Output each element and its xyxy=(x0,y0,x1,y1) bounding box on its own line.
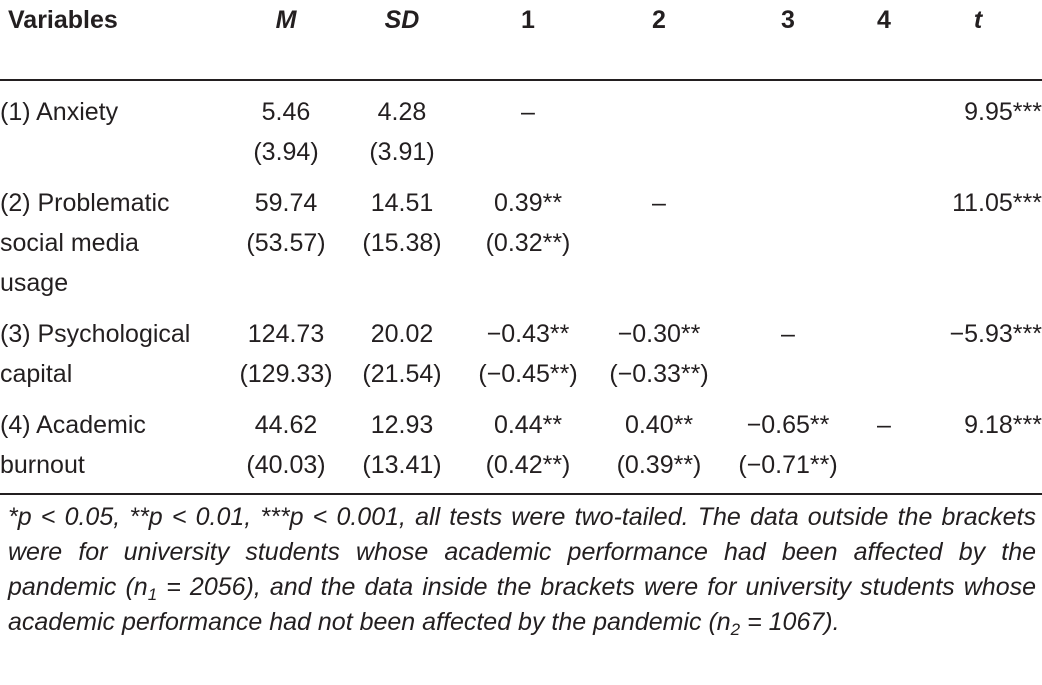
cell-line: 5.46 xyxy=(261,98,311,126)
row-t-cell: −5.93*** xyxy=(914,303,1042,394)
row-corr-1-cell: 0.44** (0.42**) xyxy=(460,394,596,494)
row-corr-3-cell xyxy=(722,80,854,172)
cell-line: (0.39**) xyxy=(616,451,702,479)
cell-line: (40.03) xyxy=(246,451,326,479)
row-corr-1-cell: 0.39** (0.32**) xyxy=(460,172,596,303)
row-sd-cell: 20.02 (21.54) xyxy=(344,303,460,394)
header-variables: Variables xyxy=(0,0,228,81)
cell-line: −0.65** xyxy=(746,411,830,439)
row-corr-4-cell: – xyxy=(854,394,914,494)
cell-line: (−0.45**) xyxy=(478,360,578,388)
cell-line: (53.57) xyxy=(246,229,326,257)
cell-line: (3.94) xyxy=(253,138,319,166)
row-t-cell: 9.18*** xyxy=(914,394,1042,494)
cell-line: 9.95*** xyxy=(964,98,1042,126)
cell-line: 0.39** xyxy=(493,189,563,217)
header-col-4: 4 xyxy=(854,0,914,81)
cell-line: (4) Academic xyxy=(0,411,146,439)
cell-line: (21.54) xyxy=(362,360,442,388)
cell-line: 4.28 xyxy=(377,98,427,126)
cell-line: −0.30** xyxy=(617,320,701,348)
footnote-sub-2: 2 xyxy=(730,620,741,639)
row-corr-2-cell: – xyxy=(596,172,722,303)
row-variable-cell: (3) Psychological capital xyxy=(0,303,228,394)
row-mean-cell: 124.73 (129.33) xyxy=(228,303,344,394)
row-variable-cell: (1) Anxiety xyxy=(0,80,228,172)
row-corr-2-cell: −0.30** (−0.33**) xyxy=(596,303,722,394)
row-sd-cell: 4.28 (3.91) xyxy=(344,80,460,172)
table-row: (4) Academic burnout 44.62 (40.03) 12.93 (13.… xyxy=(0,394,1042,494)
footnote-text-3: = 1067). xyxy=(740,608,840,636)
cell-line: 20.02 xyxy=(370,320,434,348)
row-corr-1-cell: – xyxy=(460,80,596,172)
cell-line: (13.41) xyxy=(362,451,442,479)
header-mean: M xyxy=(228,0,344,81)
row-variable-cell: (4) Academic burnout xyxy=(0,394,228,494)
footnote-text-2: = 2056), and the data inside the bracket… xyxy=(8,573,1036,636)
cell-line: – xyxy=(652,189,666,217)
header-sd: SD xyxy=(344,0,460,81)
row-sd-cell: 12.93 (13.41) xyxy=(344,394,460,494)
header-col-1: 1 xyxy=(460,0,596,81)
table-row: (3) Psychological capital 124.73 (129.33) 20… xyxy=(0,303,1042,394)
header-col-2: 2 xyxy=(596,0,722,81)
cell-line: 14.51 xyxy=(370,189,434,217)
cell-line: −0.43** xyxy=(486,320,570,348)
row-corr-4-cell xyxy=(854,80,914,172)
row-t-cell: 11.05*** xyxy=(914,172,1042,303)
cell-line: 9.18*** xyxy=(964,411,1042,439)
cell-line: 44.62 xyxy=(254,411,318,439)
cell-line: 124.73 xyxy=(247,320,325,348)
cell-line: social media xyxy=(0,229,139,257)
cell-line: 0.40** xyxy=(624,411,694,439)
cell-line: usage xyxy=(0,269,69,297)
row-mean-cell: 44.62 (40.03) xyxy=(228,394,344,494)
row-sd-cell: 14.51 (15.38) xyxy=(344,172,460,303)
row-mean-cell: 59.74 (53.57) xyxy=(228,172,344,303)
footnote-text-1: *p < 0.05, **p < 0.01, ***p < 0.001, all… xyxy=(8,503,1036,601)
row-corr-3-cell xyxy=(722,172,854,303)
row-corr-1-cell: −0.43** (−0.45**) xyxy=(460,303,596,394)
cell-line: 11.05*** xyxy=(952,189,1042,217)
cell-line: (2) Problematic xyxy=(0,189,170,217)
row-corr-4-cell xyxy=(854,303,914,394)
cell-line: (15.38) xyxy=(362,229,442,257)
header-col-3: 3 xyxy=(722,0,854,81)
cell-line: 59.74 xyxy=(254,189,318,217)
row-corr-3-cell: −0.65** (−0.71**) xyxy=(722,394,854,494)
row-variable-cell: (2) Problematic social media usage xyxy=(0,172,228,303)
cell-line: 0.44** xyxy=(493,411,563,439)
row-t-cell: 9.95*** xyxy=(914,80,1042,172)
cell-line: (3.91) xyxy=(369,138,435,166)
cell-line: – xyxy=(877,411,891,439)
cell-line: 12.93 xyxy=(370,411,434,439)
table-header-row: Variables M SD 1 2 3 4 t xyxy=(0,0,1042,81)
cell-line: (−0.33**) xyxy=(609,360,709,388)
cell-line: – xyxy=(781,320,795,348)
cell-line: capital xyxy=(0,360,73,388)
cell-line: – xyxy=(521,98,535,126)
header-t: t xyxy=(914,0,1042,81)
descriptive-statistics-table: Variables M SD 1 2 3 4 t (1) Anxiety 5.46… xyxy=(0,0,1042,494)
row-corr-2-cell: 0.40** (0.39**) xyxy=(596,394,722,494)
row-corr-2-cell xyxy=(596,80,722,172)
cell-line: (−0.71**) xyxy=(738,451,838,479)
table-row: (1) Anxiety 5.46 (3.94) 4.28 (3.91) – 9.95*** xyxy=(0,80,1042,172)
cell-line: (129.33) xyxy=(239,360,333,388)
footnote-sub-1: 1 xyxy=(147,585,158,604)
cell-line: (3) Psychological xyxy=(0,320,191,348)
cell-line: (0.32**) xyxy=(485,229,571,257)
table-row: (2) Problematic social media usage 59.74 (53… xyxy=(0,172,1042,303)
table-footnote: *p < 0.05, **p < 0.01, ***p < 0.001, all… xyxy=(8,500,1036,640)
row-corr-4-cell xyxy=(854,172,914,303)
cell-line: burnout xyxy=(0,451,85,479)
cell-line: (1) Anxiety xyxy=(0,98,119,126)
row-corr-3-cell: – xyxy=(722,303,854,394)
cell-line: (0.42**) xyxy=(485,451,571,479)
cell-line: −5.93*** xyxy=(949,320,1042,348)
row-mean-cell: 5.46 (3.94) xyxy=(228,80,344,172)
